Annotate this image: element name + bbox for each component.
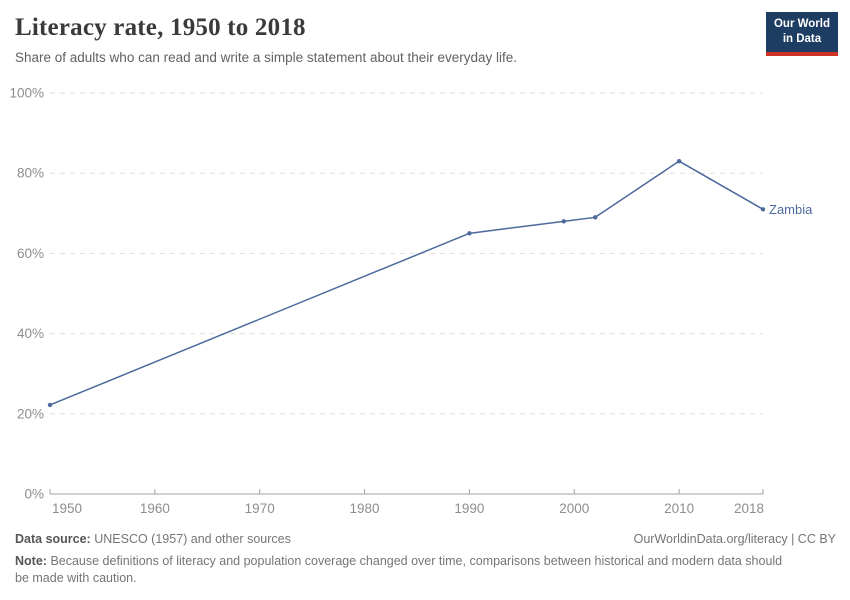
data-point-marker[interactable]: [760, 207, 766, 212]
y-tick-label: 100%: [9, 86, 44, 101]
data-point-marker[interactable]: [593, 215, 598, 220]
footnote-text: Because definitions of literacy and popu…: [15, 553, 783, 585]
data-source-text: UNESCO (1957) and other sources: [94, 532, 291, 546]
data-point-marker[interactable]: [561, 219, 566, 224]
y-tick-label: 20%: [17, 406, 44, 421]
data-source-label: Data source:: [15, 532, 91, 546]
chart-header: Literacy rate, 1950 to 2018 Share of adu…: [15, 14, 740, 65]
data-source: Data source: UNESCO (1957) and other sou…: [15, 531, 291, 548]
x-tick-label: 2018: [734, 501, 764, 516]
y-tick-label: 0%: [24, 487, 44, 502]
series-end-label[interactable]: Zambia: [769, 202, 813, 217]
owid-logo-line2: in Data: [782, 32, 822, 45]
y-tick-label: 60%: [17, 246, 44, 261]
x-tick-label: 2000: [559, 501, 589, 516]
chart-title: Literacy rate, 1950 to 2018: [15, 14, 306, 41]
footnote-label: Note:: [15, 553, 47, 568]
chart-subtitle: Share of adults who can read and write a…: [15, 50, 518, 65]
owid-logo[interactable]: Our World in Data: [765, 12, 838, 56]
chart-footer: Data source: UNESCO (1957) and other sou…: [15, 531, 836, 587]
x-tick-label: 1990: [454, 501, 484, 516]
x-tick-label: 1980: [350, 501, 380, 516]
series-line-zambia[interactable]: [49, 160, 764, 406]
owid-logo-line1: Our World: [773, 18, 830, 30]
data-point-marker[interactable]: [467, 231, 472, 236]
y-tick-label: 80%: [17, 166, 44, 181]
x-tick-label: 1950: [52, 501, 82, 516]
x-tick-label: 2010: [664, 501, 694, 516]
x-tick-label: 1960: [140, 501, 170, 516]
x-tick-label: 1970: [245, 501, 275, 516]
y-tick-label: 40%: [17, 326, 44, 341]
footnote: Note: Because definitions of literacy an…: [15, 553, 797, 587]
data-point-marker[interactable]: [47, 402, 53, 408]
chart-plot-area[interactable]: 0% 20% 40% 60% 80% 100% 1950 1960 1970 1980 1990 20…: [0, 80, 850, 535]
attribution-link[interactable]: OurWorldinData.org/literacy | CC BY: [633, 532, 836, 546]
data-point-marker[interactable]: [676, 158, 682, 164]
